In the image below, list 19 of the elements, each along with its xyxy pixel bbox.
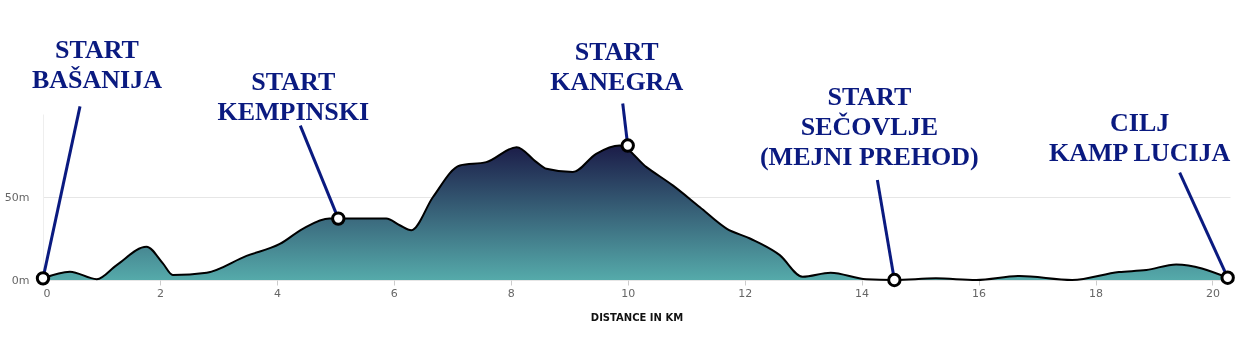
- x-tick-label: 8: [507, 286, 515, 300]
- x-tick-label: 4: [273, 286, 281, 300]
- x-tick-label: 2: [156, 286, 164, 300]
- y-tick-label: 50m: [4, 190, 30, 204]
- x-tick-label: 14: [855, 286, 870, 300]
- x-tick-label: 12: [738, 286, 753, 300]
- y-tick-label: 0m: [11, 273, 30, 287]
- annotation: START KEMPINSKI: [217, 66, 370, 126]
- annotation: START KANEGRA: [550, 36, 684, 96]
- x-axis-title: DISTANCE IN KM: [590, 311, 684, 323]
- x-tick-label: 20: [1205, 286, 1220, 300]
- x-tick-label: 0: [43, 286, 51, 300]
- x-tick-label: 16: [972, 286, 987, 300]
- x-tick-label: 18: [1089, 286, 1104, 300]
- annotation: START SEČOVLJE (MEJNI PREHOD): [759, 82, 979, 171]
- x-tick-label: 6: [390, 286, 398, 300]
- annotation: CILJ KAMP LUCIJA: [1049, 107, 1231, 167]
- x-tick-label: 10: [621, 286, 636, 300]
- annotation: START BAŠANIJA: [31, 35, 163, 95]
